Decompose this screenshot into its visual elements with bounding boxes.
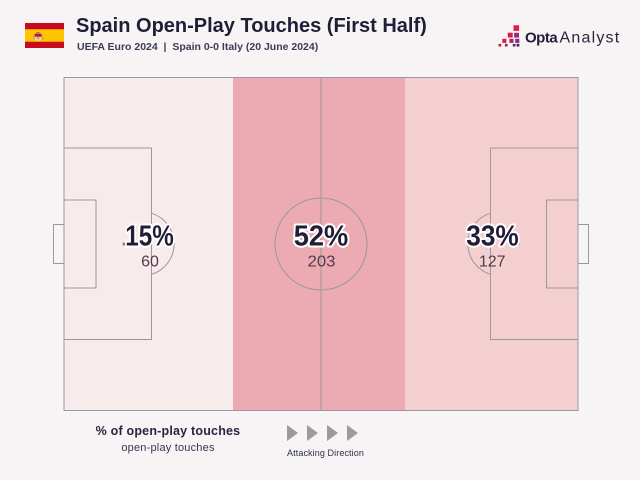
svg-text:52%: 52% [294, 221, 349, 253]
svg-text:60: 60 [141, 254, 159, 271]
svg-text:127: 127 [479, 254, 506, 271]
svg-text:Analyst: Analyst [560, 30, 621, 47]
svg-text:33%: 33% [466, 221, 519, 253]
svg-text:203: 203 [308, 254, 336, 271]
svg-text:Opta: Opta [525, 30, 558, 47]
svg-text:15%: 15% [125, 221, 174, 253]
